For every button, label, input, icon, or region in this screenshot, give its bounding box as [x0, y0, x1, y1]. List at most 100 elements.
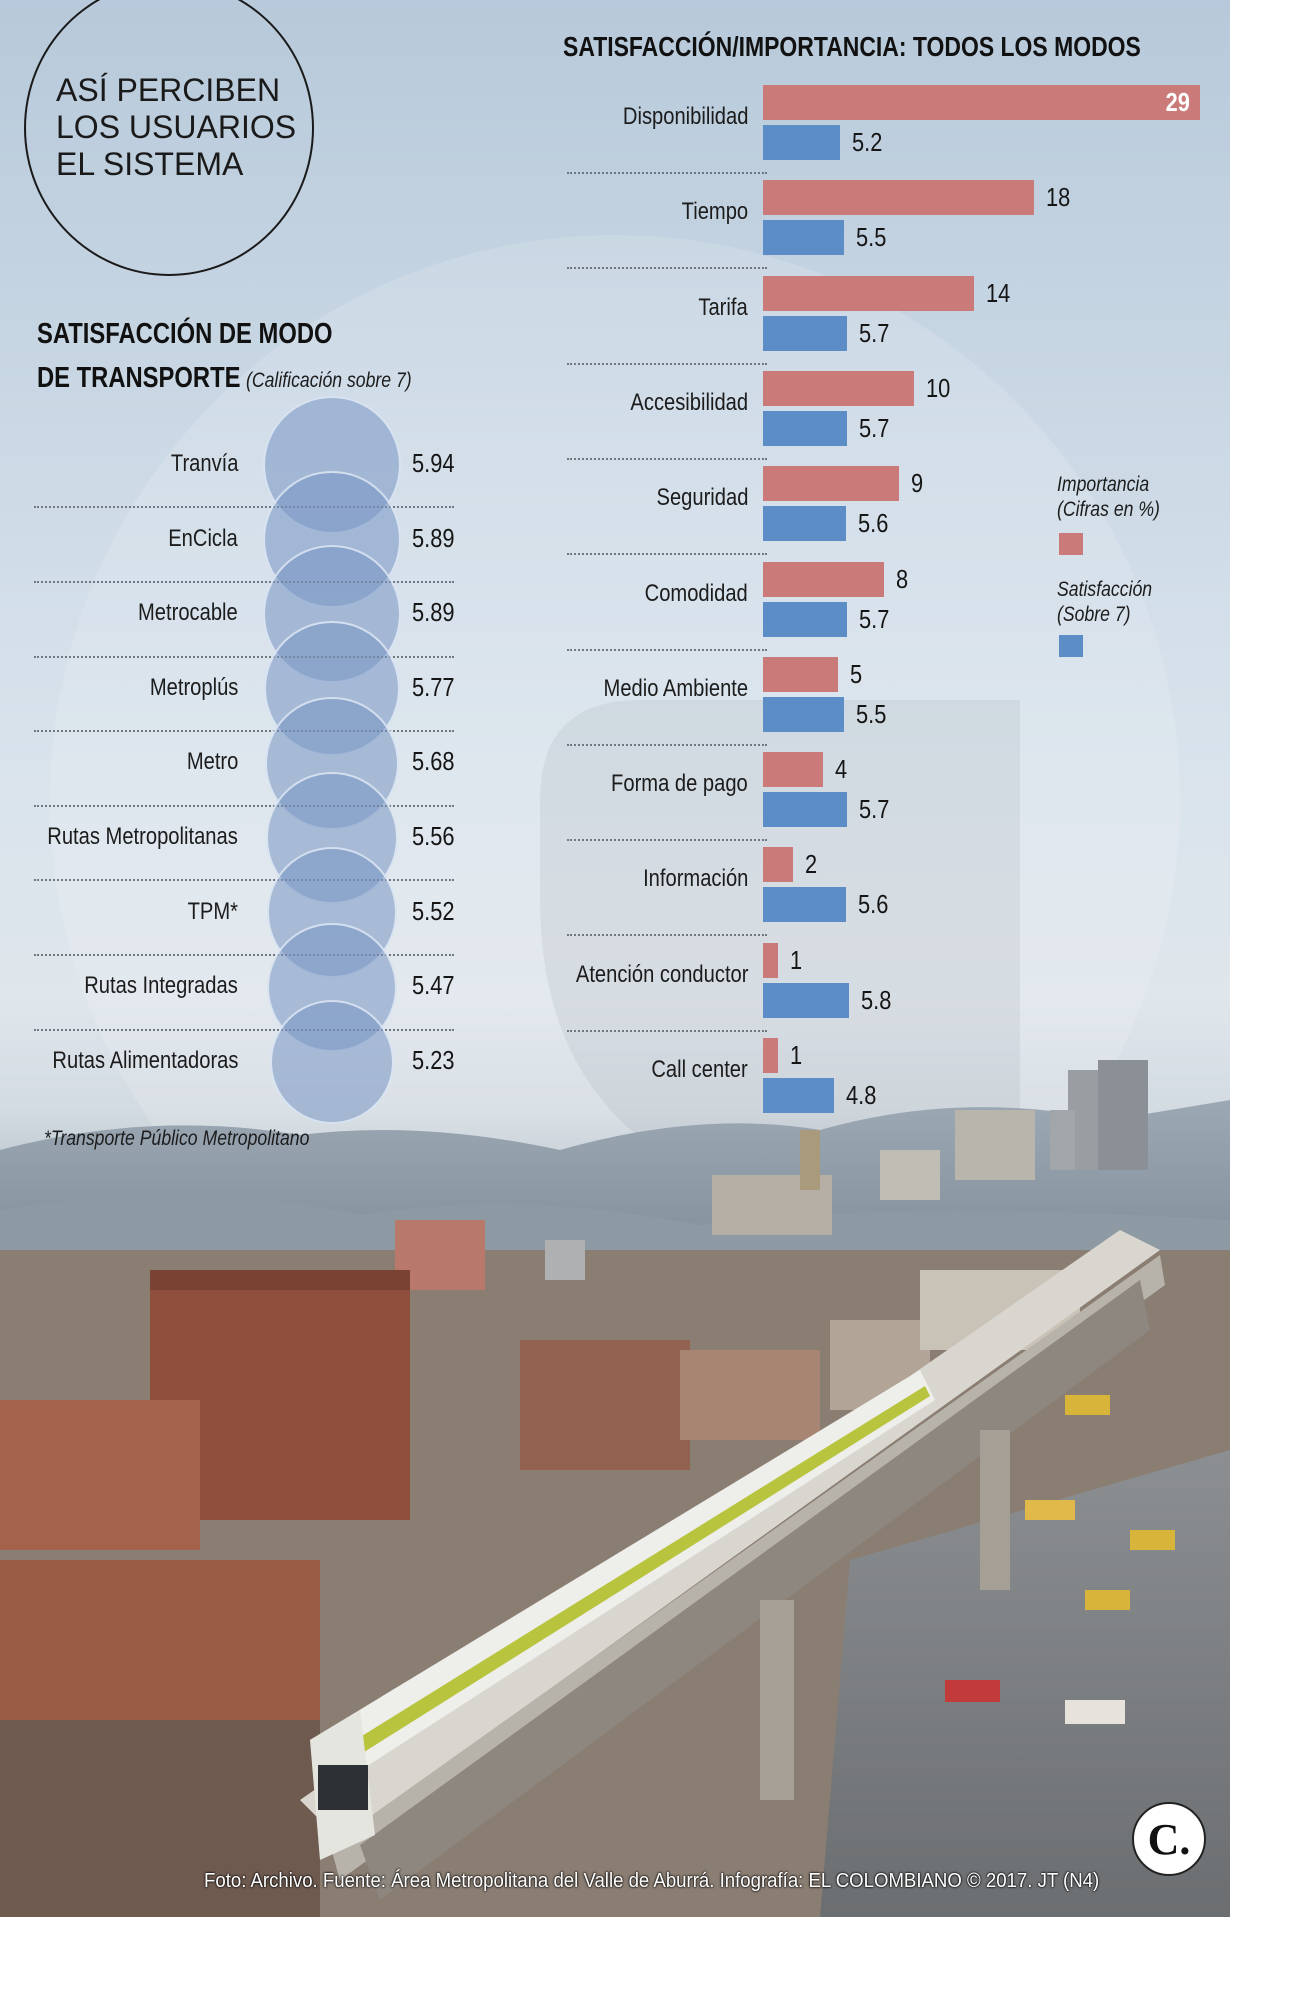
infographic-poster: ASÍ PERCIBEN LOS USUARIOS EL SISTEMA SAT… — [0, 0, 1230, 1917]
row-divider — [34, 804, 454, 807]
mode-label: Metro — [186, 748, 238, 776]
importance-bar — [763, 466, 899, 502]
category-label: Call center — [651, 1056, 748, 1083]
row-divider — [34, 1028, 454, 1031]
category-label: Tiempo — [681, 198, 748, 226]
importance-value-label: 1 — [790, 944, 803, 975]
category-label: Comodidad — [644, 579, 748, 607]
satisfaction-value-label: 5.5 — [856, 222, 887, 253]
importance-bar — [763, 752, 824, 788]
row-divider — [567, 172, 767, 174]
satisfaction-value-label: 5.6 — [857, 889, 889, 920]
satisfaction-bar — [763, 601, 848, 637]
satisfaction-value-label: 5.7 — [859, 317, 890, 348]
satisfaction-bar — [763, 696, 845, 732]
satisfaction-value-label: 5.8 — [860, 984, 892, 1015]
category-label: Medio Ambiente — [603, 674, 748, 702]
satisfaction-bar — [763, 220, 845, 256]
logo-letter: C. — [1147, 1814, 1191, 1864]
left-chart-title-line1: SATISFACCIÓN DE MODO — [37, 318, 333, 350]
mode-score-label: 5.68 — [412, 746, 455, 777]
importance-bar — [763, 847, 794, 883]
importance-bar — [763, 370, 914, 406]
row-divider — [567, 362, 767, 365]
category-label: Seguridad — [656, 484, 748, 512]
importance-value-label: 29 — [1165, 87, 1190, 117]
satisfaction-bar — [763, 982, 849, 1018]
mode-score-label: 5.56 — [412, 821, 455, 851]
importance-bar — [763, 180, 1035, 216]
row-divider — [567, 648, 767, 651]
row-divider — [567, 553, 767, 556]
mode-label: Metrocable — [138, 599, 238, 627]
satisfaction-value-label: 5.7 — [859, 603, 890, 634]
satisfaction-value-label: 4.8 — [846, 1080, 877, 1110]
city-metro-photo — [0, 700, 1230, 1917]
mode-label: Tranvía — [170, 450, 238, 477]
satisfaction-value-label: 5.6 — [857, 508, 889, 539]
mode-label: EnCicla — [168, 524, 238, 552]
importance-bar — [763, 561, 884, 597]
importance-bar — [763, 656, 839, 692]
importance-bar — [763, 942, 779, 978]
importance-value-label: 18 — [1046, 182, 1071, 213]
row-divider — [567, 1029, 767, 1032]
importance-value-label: 10 — [925, 372, 950, 403]
mode-label: TPM* — [187, 897, 238, 925]
left-chart-subtitle: (Calificación sobre 7) — [246, 369, 412, 392]
row-divider — [34, 506, 454, 509]
row-divider — [567, 934, 767, 937]
satisfaction-value-label: 5.5 — [856, 698, 887, 729]
legend-satisfaction-label: Satisfacción (Sobre 7) — [1057, 578, 1153, 626]
row-divider — [34, 953, 454, 956]
row-divider — [567, 457, 767, 460]
mode-score-label: 5.52 — [412, 895, 455, 926]
mode-score-label: 5.77 — [412, 671, 455, 702]
row-divider — [34, 655, 454, 658]
category-label: Información — [642, 865, 748, 893]
row-divider — [567, 267, 767, 270]
satisfaction-bar — [763, 1078, 835, 1113]
mode-label: Rutas Integradas — [84, 972, 238, 1000]
importance-value-label: 5 — [850, 658, 863, 689]
importance-value-label: 9 — [910, 468, 923, 499]
row-divider — [34, 580, 454, 583]
poster-title: ASÍ PERCIBEN LOS USUARIOS EL SISTEMA — [56, 72, 297, 182]
mode-score-label: 5.94 — [412, 448, 455, 478]
importance-value-label: 14 — [985, 277, 1011, 308]
legend-satisfaction-swatch — [1059, 635, 1083, 657]
importance-bar — [763, 275, 974, 311]
legend-importance-swatch — [1059, 533, 1083, 555]
mode-score-label: 5.89 — [412, 597, 455, 628]
el-colombiano-logo: C. — [1132, 1802, 1206, 1876]
row-divider — [567, 839, 767, 842]
mode-label: Rutas Metropolitanas — [47, 823, 238, 850]
satisfaction-bar — [763, 506, 846, 542]
mode-score-label: 5.89 — [412, 522, 455, 553]
category-label: Tarifa — [698, 293, 748, 321]
category-label: Disponibilidad — [622, 103, 748, 130]
satisfaction-bar — [763, 792, 848, 828]
right-chart-title: SATISFACCIÓN/IMPORTANCIA: TODOS LOS MODO… — [563, 31, 1141, 62]
importance-value-label: 2 — [805, 849, 818, 880]
satisfaction-value-label: 5.7 — [859, 412, 890, 443]
category-label: Accesibilidad — [630, 388, 748, 416]
satisfaction-bar — [763, 315, 848, 351]
satisfaction-value-label: 5.7 — [859, 794, 890, 825]
mode-score-label: 5.23 — [412, 1044, 455, 1075]
left-chart-title-line2: DE TRANSPORTE — [37, 362, 241, 394]
satisfaction-value-label: 5.2 — [852, 127, 883, 157]
importance-bar — [763, 85, 1200, 120]
importance-bar — [763, 1038, 779, 1073]
row-divider — [567, 743, 767, 746]
row-divider — [34, 730, 454, 733]
mode-score-label: 5.47 — [412, 970, 455, 1001]
mode-label: Rutas Alimentadoras — [51, 1046, 238, 1074]
legend-importance-label: Importancia (Cifras en %) — [1057, 473, 1160, 521]
score-bubble — [269, 999, 395, 1125]
mode-label: Metroplús — [149, 673, 238, 701]
title-circle — [24, 0, 314, 276]
satisfaction-bar — [763, 887, 846, 923]
footnote: *Transporte Público Metropolitano — [44, 1127, 310, 1150]
satisfaction-bar — [763, 125, 840, 160]
